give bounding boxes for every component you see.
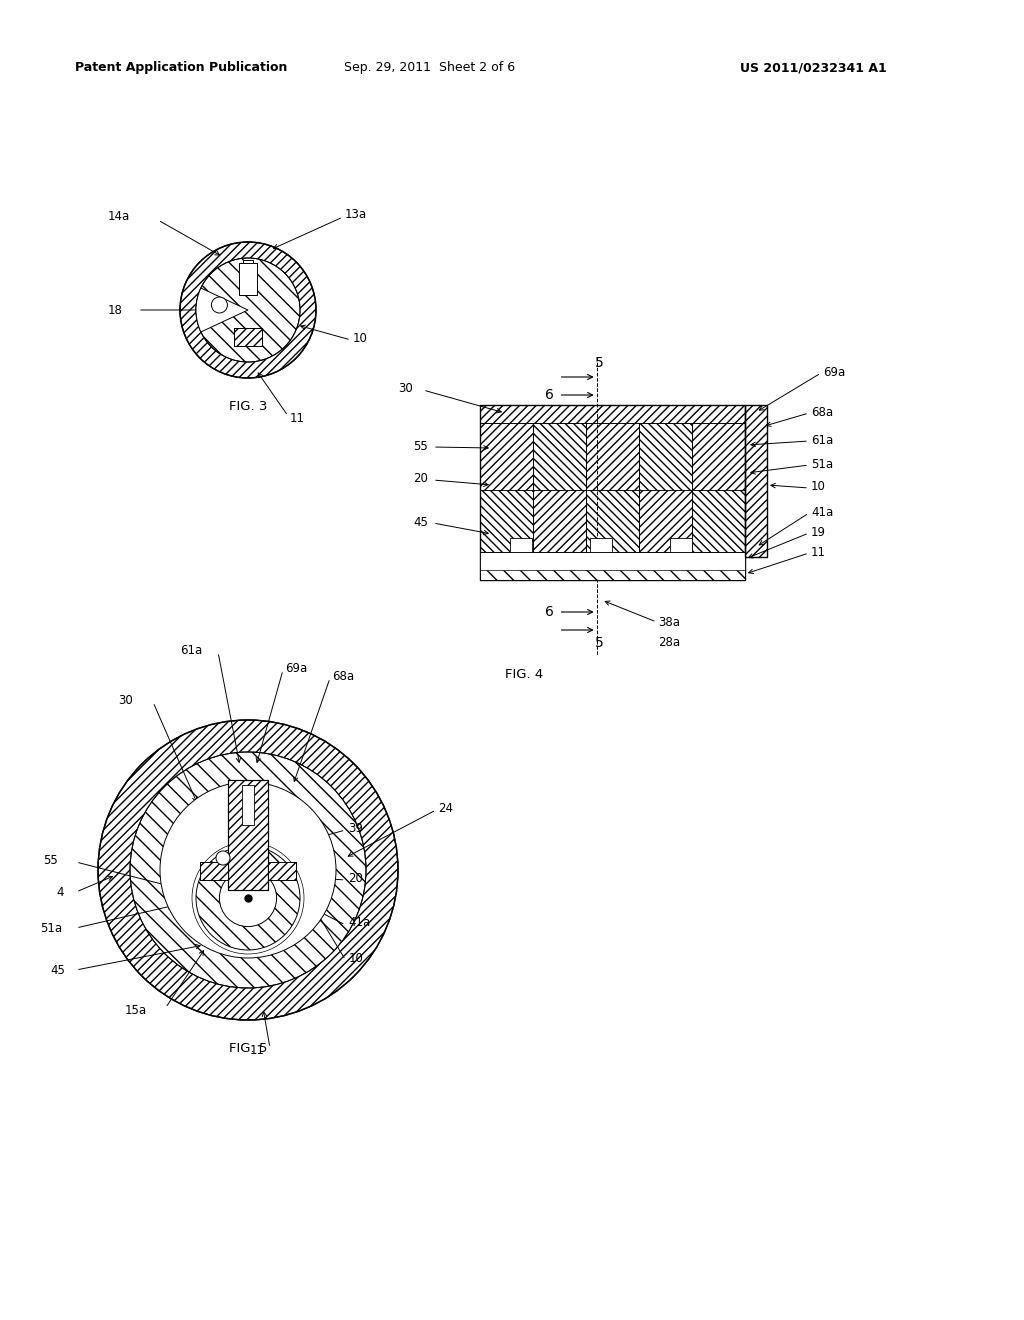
Text: 41a: 41a xyxy=(348,916,371,929)
Text: 11: 11 xyxy=(250,1044,265,1056)
Text: US 2011/0232341 A1: US 2011/0232341 A1 xyxy=(740,62,887,74)
Bar xyxy=(228,780,268,890)
Text: 19: 19 xyxy=(811,525,826,539)
Circle shape xyxy=(211,297,227,313)
Text: FIG. 5: FIG. 5 xyxy=(228,1041,267,1055)
Bar xyxy=(200,862,228,880)
Text: 5: 5 xyxy=(595,636,604,649)
Bar xyxy=(745,405,767,557)
Bar xyxy=(480,405,745,579)
Text: 11: 11 xyxy=(290,412,305,425)
Bar xyxy=(586,422,639,490)
Bar xyxy=(534,490,586,552)
Bar xyxy=(480,552,745,579)
Bar xyxy=(480,490,534,552)
Text: 30: 30 xyxy=(398,383,413,396)
Text: 28a: 28a xyxy=(658,635,681,648)
Circle shape xyxy=(180,242,316,378)
Text: 11: 11 xyxy=(811,545,826,558)
Bar xyxy=(590,539,612,552)
Text: 14a: 14a xyxy=(108,210,130,223)
Text: 10: 10 xyxy=(353,331,368,345)
Bar xyxy=(480,570,745,579)
Text: 38a: 38a xyxy=(658,615,681,628)
Text: 6: 6 xyxy=(545,388,554,403)
Bar xyxy=(480,422,534,490)
Bar xyxy=(268,862,296,880)
Circle shape xyxy=(130,752,366,987)
Bar xyxy=(200,862,228,880)
Bar xyxy=(228,780,268,890)
Bar xyxy=(239,263,257,294)
Text: Sep. 29, 2011  Sheet 2 of 6: Sep. 29, 2011 Sheet 2 of 6 xyxy=(344,62,515,74)
Bar xyxy=(234,329,262,346)
Text: 41a: 41a xyxy=(811,506,834,519)
Bar xyxy=(242,785,254,825)
Text: FIG. 3: FIG. 3 xyxy=(228,400,267,412)
Text: 20: 20 xyxy=(413,473,428,486)
Text: 69a: 69a xyxy=(285,661,307,675)
Bar xyxy=(480,405,745,422)
Text: 68a: 68a xyxy=(332,669,354,682)
Text: 68a: 68a xyxy=(811,405,834,418)
Bar xyxy=(586,490,639,552)
Bar xyxy=(692,490,745,552)
Text: 45: 45 xyxy=(50,964,65,977)
Bar xyxy=(268,862,296,880)
Bar xyxy=(534,422,586,490)
Circle shape xyxy=(219,870,276,927)
Text: 61a: 61a xyxy=(180,644,203,656)
Circle shape xyxy=(98,719,398,1020)
Text: 20: 20 xyxy=(348,871,364,884)
Circle shape xyxy=(160,781,336,958)
Bar xyxy=(670,539,692,552)
Bar xyxy=(234,329,262,346)
Text: 39: 39 xyxy=(348,821,364,834)
Text: 45: 45 xyxy=(413,516,428,528)
Text: 10: 10 xyxy=(348,952,364,965)
Text: 61a: 61a xyxy=(811,433,834,446)
Bar xyxy=(639,490,692,552)
Text: Patent Application Publication: Patent Application Publication xyxy=(75,62,288,74)
Text: 4: 4 xyxy=(56,886,63,899)
Text: 24: 24 xyxy=(438,801,453,814)
Text: 55: 55 xyxy=(43,854,57,866)
Text: 51a: 51a xyxy=(811,458,834,470)
Bar xyxy=(243,260,253,289)
Text: 6: 6 xyxy=(545,605,554,619)
Text: 13a: 13a xyxy=(345,209,368,222)
Text: 51a: 51a xyxy=(40,921,62,935)
Text: 55: 55 xyxy=(413,440,428,453)
Text: 30: 30 xyxy=(118,693,133,706)
Bar xyxy=(639,422,692,490)
Bar xyxy=(510,539,532,552)
Text: 69a: 69a xyxy=(823,366,845,379)
Text: 18: 18 xyxy=(108,304,123,317)
Wedge shape xyxy=(196,288,248,331)
Text: 10: 10 xyxy=(811,480,826,494)
Circle shape xyxy=(216,851,230,865)
Circle shape xyxy=(196,257,300,362)
Text: 5: 5 xyxy=(595,356,604,370)
Bar xyxy=(692,422,745,490)
Text: 15a: 15a xyxy=(125,1005,147,1018)
Text: FIG. 4: FIG. 4 xyxy=(505,668,544,681)
